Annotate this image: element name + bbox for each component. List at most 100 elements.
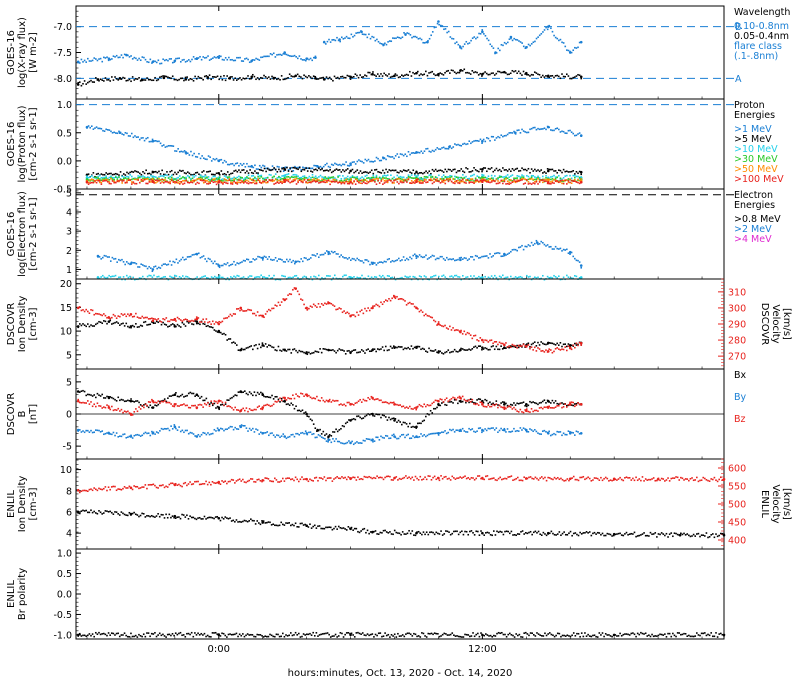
data-point xyxy=(207,257,210,260)
data-point xyxy=(468,181,471,183)
data-point xyxy=(127,176,130,178)
data-point xyxy=(136,316,139,318)
data-point xyxy=(176,405,179,407)
data-point xyxy=(303,176,306,179)
data-point xyxy=(264,396,267,398)
data-point xyxy=(362,179,365,181)
data-point xyxy=(346,441,349,444)
data-point xyxy=(518,170,520,172)
data-point xyxy=(247,180,250,183)
data-point xyxy=(405,434,408,437)
data-point xyxy=(277,53,280,56)
data-point xyxy=(420,73,422,75)
data-point xyxy=(410,426,413,428)
data-point xyxy=(80,401,83,404)
data-point xyxy=(327,177,330,180)
data-point xyxy=(305,177,307,179)
data-point xyxy=(103,176,106,179)
data-point xyxy=(341,256,344,258)
data-point xyxy=(250,178,253,181)
data-point xyxy=(445,70,448,73)
data-point xyxy=(133,262,136,264)
data-point xyxy=(209,180,211,182)
data-point xyxy=(246,182,248,184)
data-point xyxy=(346,175,349,178)
data-point xyxy=(170,318,172,321)
data-point xyxy=(463,430,466,432)
data-point xyxy=(172,173,175,176)
data-point xyxy=(215,172,218,175)
data-point xyxy=(246,179,248,182)
data-point xyxy=(149,404,152,407)
data-anchor-point xyxy=(184,78,188,81)
data-point xyxy=(205,56,208,59)
data-point xyxy=(207,277,210,280)
data-point xyxy=(279,436,281,439)
data-point xyxy=(114,398,116,401)
data-point xyxy=(317,303,320,305)
data-point xyxy=(356,160,359,163)
data-point xyxy=(155,319,158,321)
data-point xyxy=(178,57,180,60)
data-point xyxy=(233,180,235,183)
data-point xyxy=(164,275,166,278)
data-point xyxy=(200,395,203,398)
data-point xyxy=(447,148,450,150)
data-point xyxy=(119,410,121,412)
data-point xyxy=(158,170,160,173)
data-point xyxy=(301,299,304,301)
data-point xyxy=(131,315,134,318)
data-point xyxy=(436,351,438,354)
data-point xyxy=(498,429,501,432)
data-point xyxy=(204,181,207,183)
data-anchor-point xyxy=(162,76,166,80)
data-point xyxy=(83,310,86,313)
data-point xyxy=(514,248,517,251)
data-point xyxy=(170,324,172,326)
data-point xyxy=(463,142,466,145)
data-point xyxy=(297,277,299,279)
data-point xyxy=(122,133,125,136)
data-point xyxy=(324,169,327,172)
data-point xyxy=(287,170,290,172)
data-point xyxy=(311,59,314,62)
data-point xyxy=(490,256,493,258)
data-point xyxy=(178,178,181,180)
data-point xyxy=(551,181,554,184)
data-point xyxy=(510,179,512,181)
data-point xyxy=(232,59,235,62)
data-point xyxy=(386,181,389,184)
data-point xyxy=(490,167,493,169)
data-point xyxy=(567,171,570,173)
data-anchor-point xyxy=(459,428,462,432)
data-point xyxy=(83,390,86,393)
data-point xyxy=(258,168,261,171)
data-point xyxy=(189,391,192,394)
data-point xyxy=(486,37,488,40)
data-point xyxy=(292,55,294,57)
data-point xyxy=(263,276,266,278)
data-point xyxy=(470,181,472,183)
data-point xyxy=(371,35,373,38)
data-point xyxy=(526,274,528,277)
data-point xyxy=(258,180,261,182)
data-point xyxy=(359,74,361,76)
data-point xyxy=(160,62,163,65)
data-point xyxy=(165,401,168,404)
data-point xyxy=(147,432,150,434)
data-point xyxy=(255,78,257,81)
data-point xyxy=(268,179,271,181)
data-point xyxy=(215,178,218,181)
data-point xyxy=(361,274,363,277)
data-point xyxy=(114,181,117,184)
data-point xyxy=(324,163,327,166)
data-point xyxy=(506,133,509,136)
data-point xyxy=(208,59,211,61)
data-point xyxy=(265,177,267,179)
data-point xyxy=(292,288,294,291)
data-point xyxy=(127,135,130,137)
data-point xyxy=(186,320,188,323)
data-anchor-point xyxy=(437,20,440,23)
data-point xyxy=(265,178,267,181)
data-point xyxy=(281,180,283,183)
